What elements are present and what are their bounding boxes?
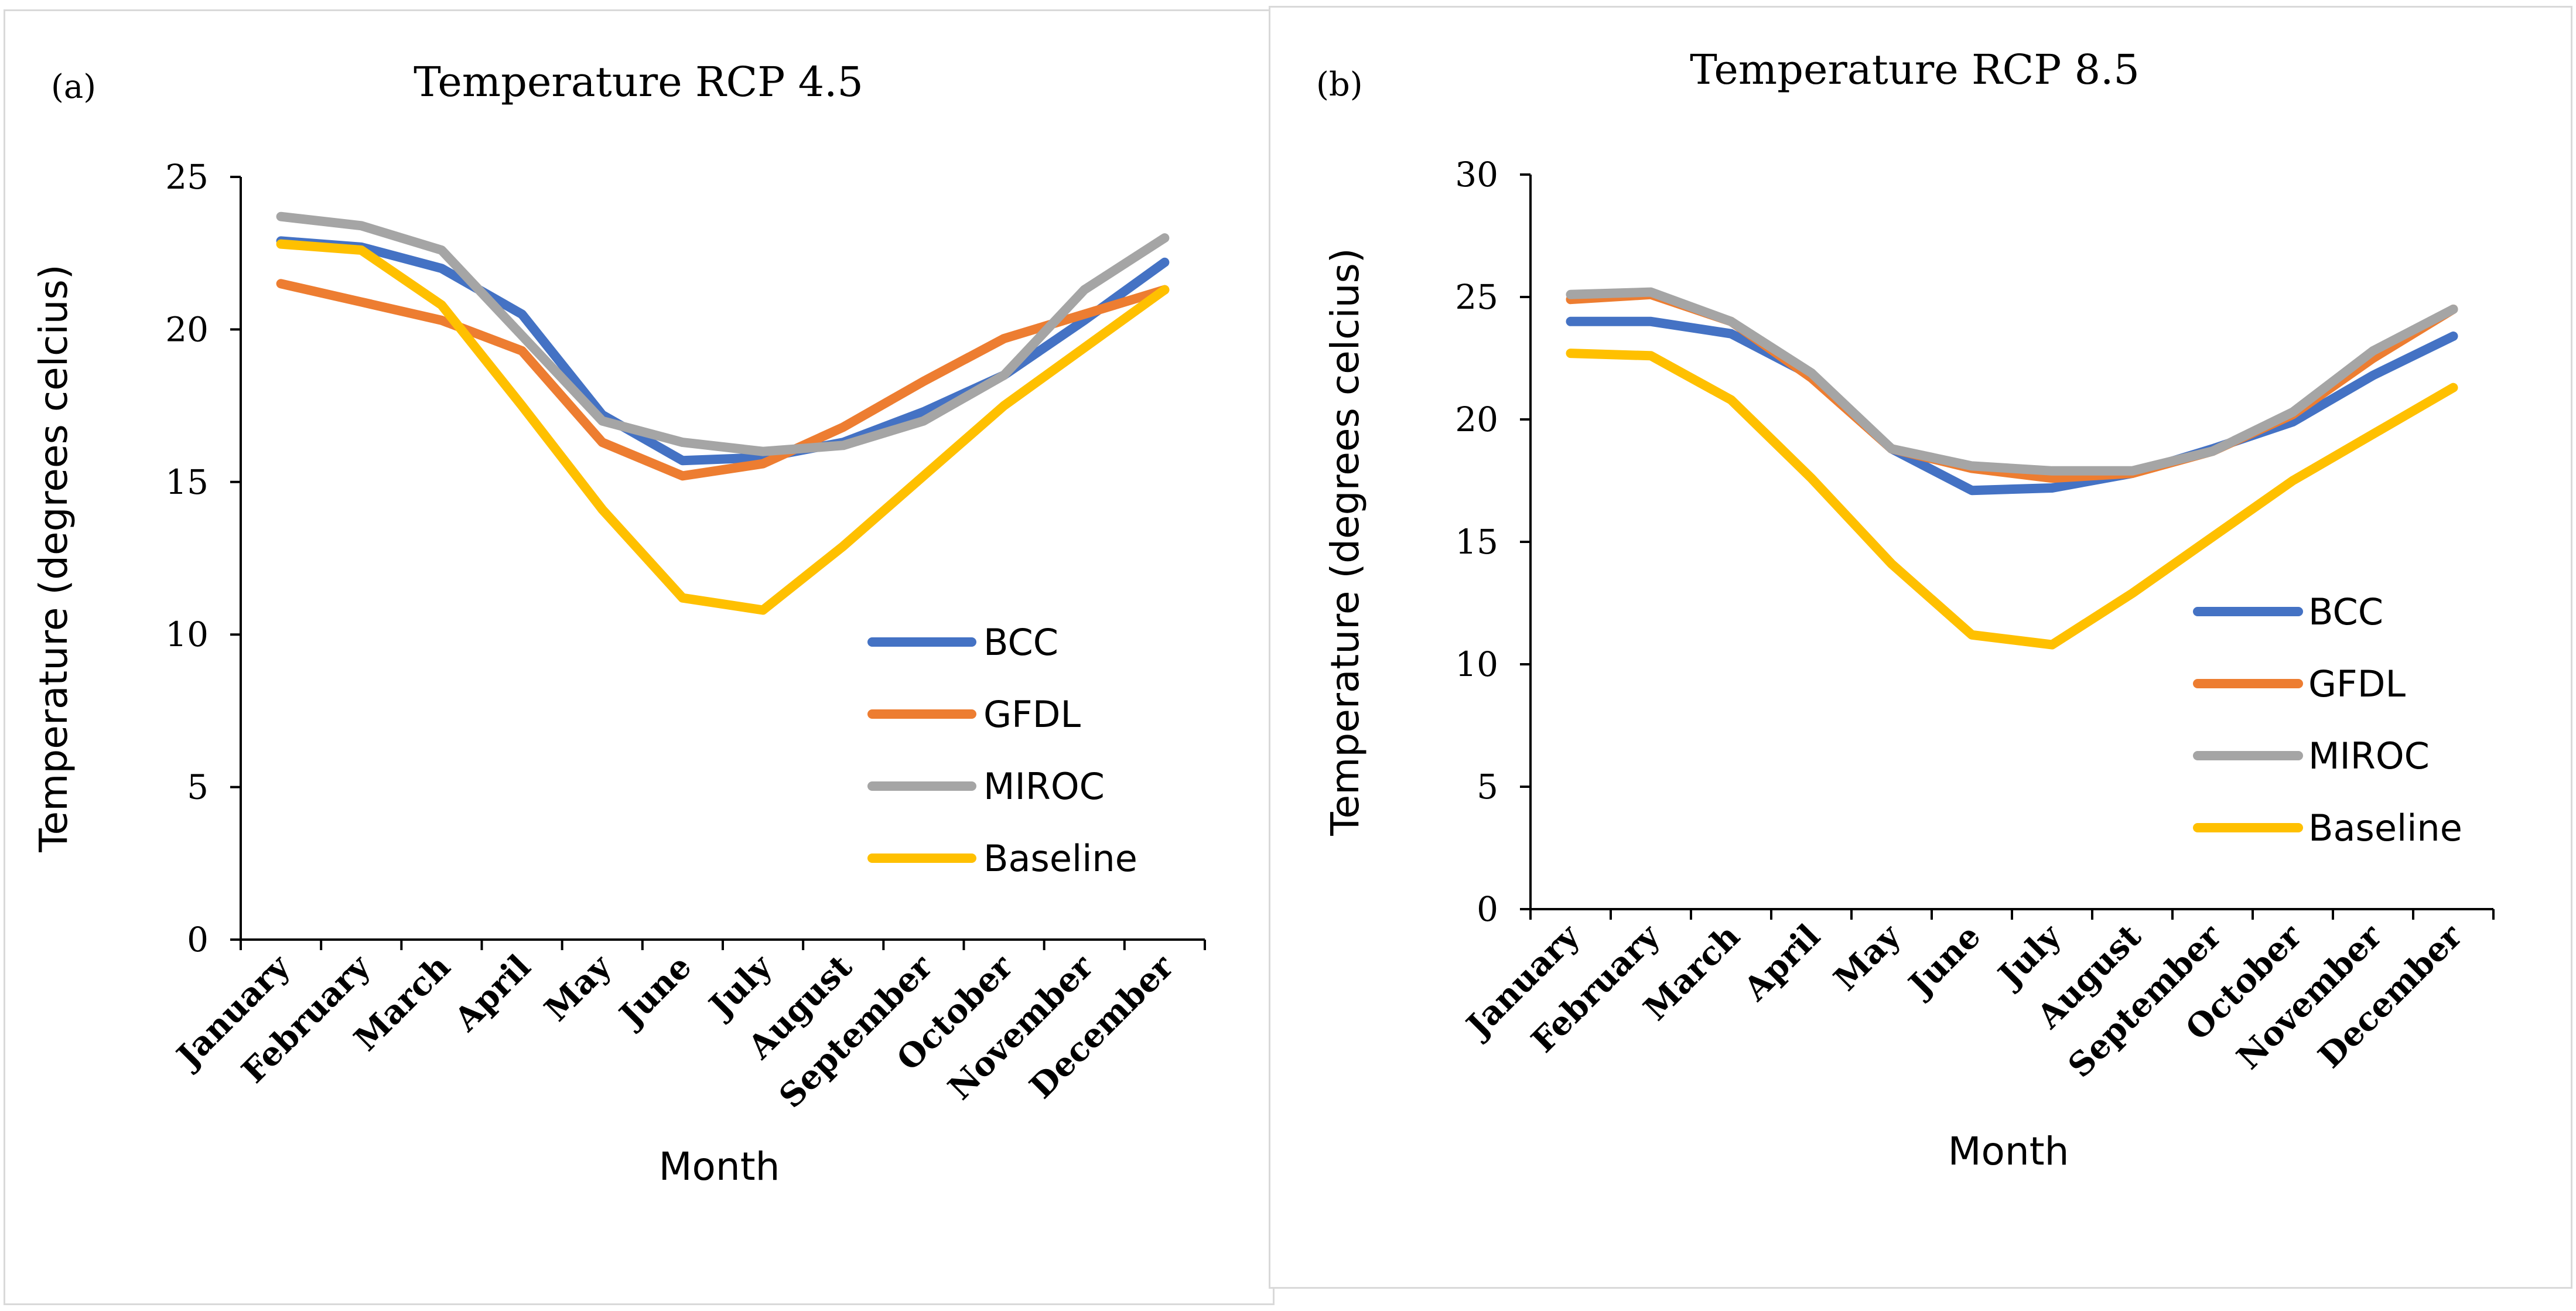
y-tick-label: 10 bbox=[165, 614, 209, 654]
chart-a-svg: (a) Temperature RCP 4.50510152025JanuaryF… bbox=[31, 58, 1206, 1189]
legend-label-baseline: Baseline bbox=[983, 837, 1137, 880]
y-tick-label: 0 bbox=[1477, 889, 1498, 929]
y-tick-label: 25 bbox=[165, 157, 209, 197]
y-tick-label: 5 bbox=[1477, 767, 1498, 807]
y-tick-label: 20 bbox=[165, 309, 209, 349]
y-tick-label: 10 bbox=[1455, 644, 1498, 684]
chart-title: Temperature RCP 4.5 bbox=[414, 58, 863, 106]
legend-label-bcc: BCC bbox=[2308, 590, 2383, 633]
chart-panel-a: (a) Temperature RCP 4.5 0 5 10 15 20 25 January F… bbox=[4, 9, 1275, 1305]
x-tick-label-may: May bbox=[1826, 916, 1908, 998]
y-tick-label: 20 bbox=[1455, 400, 1498, 439]
x-tick-label-april: April bbox=[446, 947, 538, 1039]
chart-panel-b: (b) Temperature RCP 8.5 0 5 10 15 20 25 30 Januar… bbox=[1269, 6, 2572, 1289]
legend-label-baseline: Baseline bbox=[2308, 807, 2462, 849]
legend-label-gfdl: GFDL bbox=[2308, 663, 2406, 705]
panel-label: (a) bbox=[51, 68, 96, 106]
x-tick-label-june: June bbox=[610, 947, 699, 1036]
y-tick-label: 30 bbox=[1455, 155, 1498, 194]
y-tick-label: 15 bbox=[165, 462, 209, 502]
y-axis-title: Temperature (degrees celcius) bbox=[1323, 248, 1368, 836]
y-tick-label: 15 bbox=[1455, 522, 1498, 562]
chart-b-svg: (b) Temperature RCP 8.5051015202530Januar… bbox=[1316, 46, 2495, 1174]
legend-label-miroc: MIROC bbox=[983, 765, 1105, 808]
y-tick-label: 0 bbox=[187, 920, 209, 960]
x-tick-label-may: May bbox=[537, 947, 619, 1029]
series-line-miroc bbox=[276, 211, 1170, 456]
x-tick-label-april: April bbox=[1736, 917, 1828, 1009]
x-axis-title: Month bbox=[1948, 1129, 2069, 1174]
series-line-gfdl bbox=[276, 279, 1170, 481]
series-line-miroc bbox=[1566, 287, 2458, 476]
series-line-bcc bbox=[1566, 316, 2458, 496]
series-line-baseline bbox=[276, 239, 1170, 615]
y-tick-label: 25 bbox=[1455, 277, 1498, 317]
series-line-baseline bbox=[1566, 349, 2458, 650]
y-axis-title: Temperature (degrees celcius) bbox=[31, 264, 76, 852]
y-tick-label: 5 bbox=[187, 767, 209, 807]
x-axis-title: Month bbox=[659, 1144, 780, 1189]
legend-label-gfdl: GFDL bbox=[983, 693, 1081, 736]
legend-label-miroc: MIROC bbox=[2308, 735, 2430, 777]
chart-title: Temperature RCP 8.5 bbox=[1690, 46, 2140, 94]
panel-label: (b) bbox=[1316, 66, 1363, 104]
x-tick-label-june: June bbox=[1899, 917, 1989, 1006]
legend-label-bcc: BCC bbox=[983, 621, 1058, 664]
